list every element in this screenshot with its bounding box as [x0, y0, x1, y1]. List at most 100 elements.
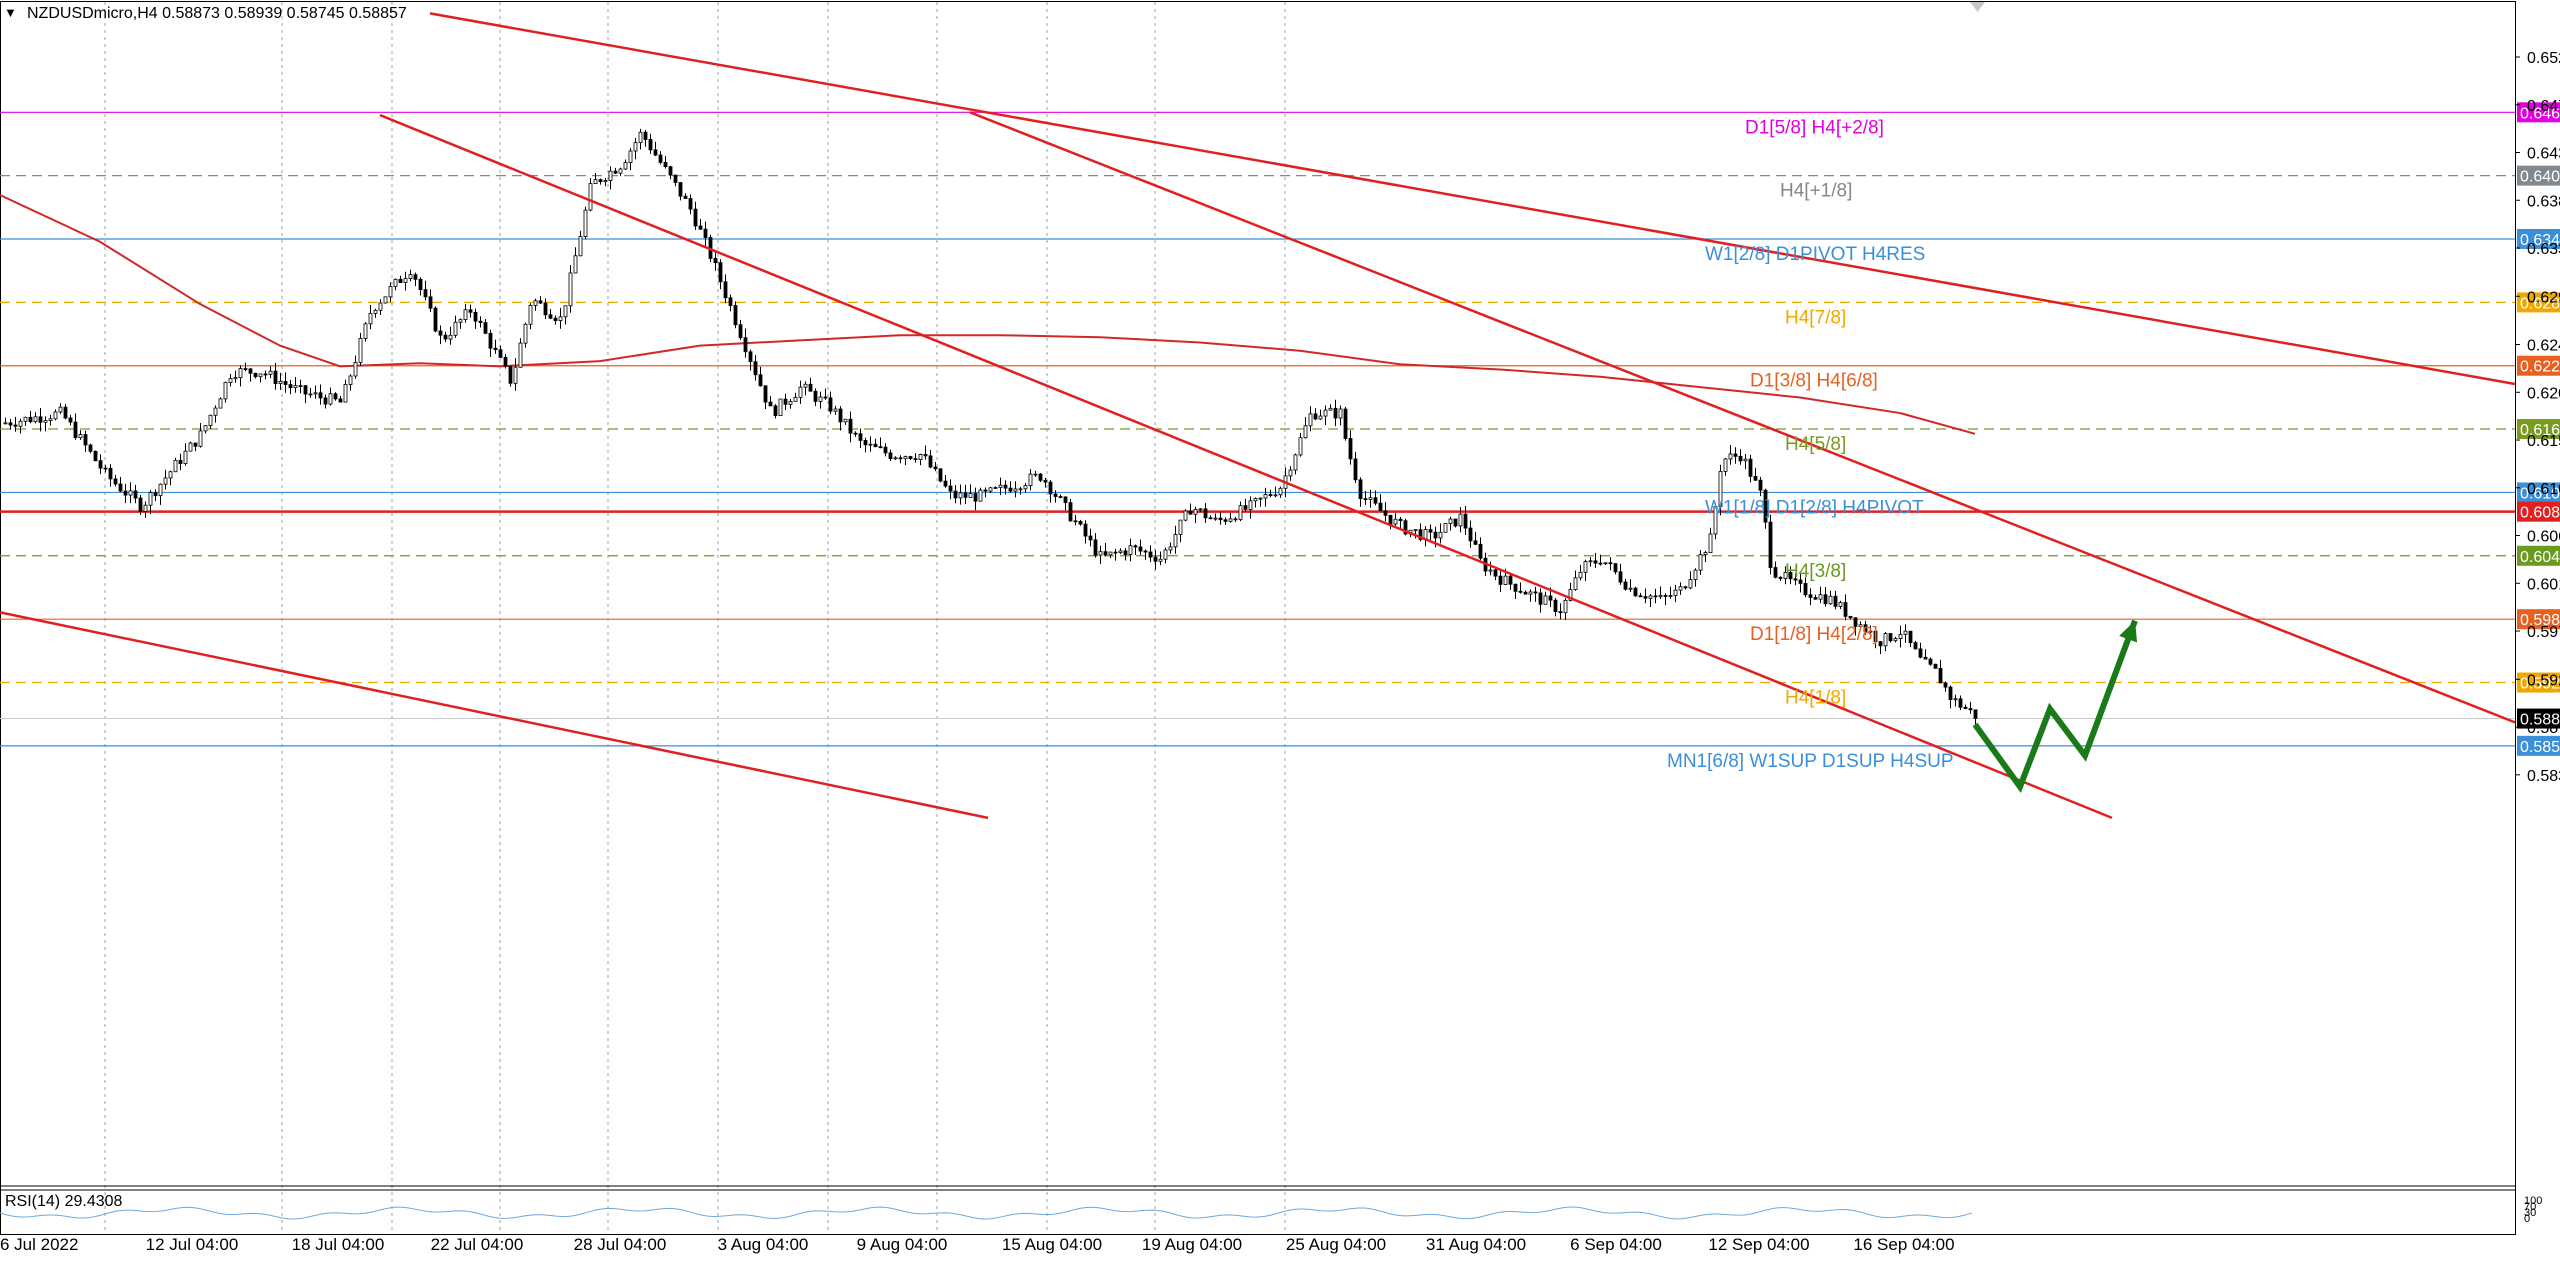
candle-body — [183, 450, 188, 464]
candle-body — [1808, 594, 1813, 598]
candle — [1213, 513, 1218, 521]
candle-body — [608, 170, 613, 181]
candle-body — [243, 368, 248, 370]
candle-body — [428, 296, 433, 309]
candle-body — [13, 424, 18, 427]
candle — [1063, 496, 1068, 511]
candle-body — [103, 467, 108, 470]
candle — [963, 484, 968, 505]
candle-body — [628, 150, 633, 163]
candle — [1618, 563, 1623, 585]
candle — [393, 278, 398, 291]
candle — [323, 394, 328, 409]
candle — [1813, 594, 1818, 600]
candle — [193, 442, 198, 452]
candle — [1348, 430, 1353, 465]
candle — [103, 465, 108, 473]
chart-header: ▼ NZDUSDmicro,H4 0.58873 0.58939 0.58745… — [4, 5, 407, 22]
candle — [983, 487, 988, 498]
candle-body — [1748, 458, 1753, 477]
candle — [473, 308, 478, 329]
candle-body — [448, 334, 453, 340]
candle-body — [118, 483, 123, 492]
candle — [1238, 501, 1243, 522]
candle — [298, 379, 303, 394]
candle-body — [1753, 476, 1758, 481]
candle — [1603, 562, 1608, 566]
level-label: W1[2/8] D1PIVOT H4RES — [1705, 244, 1925, 265]
candle-body — [1783, 571, 1788, 579]
candle-body — [1853, 617, 1858, 627]
candle-body — [413, 274, 418, 280]
time-axis-label: 9 Aug 04:00 — [857, 1235, 948, 1254]
last-price-tag — [2517, 708, 2560, 729]
trendline — [969, 111, 2516, 724]
candle — [1723, 457, 1728, 476]
candle — [168, 470, 173, 486]
price-tag-label: 0.58594 — [2520, 739, 2560, 756]
candle-body — [678, 182, 683, 197]
candle — [1513, 583, 1518, 599]
candle-body — [318, 392, 323, 399]
candle-body — [1463, 513, 1468, 529]
candle — [1563, 598, 1568, 620]
candle-body — [798, 386, 803, 398]
candle — [903, 455, 908, 466]
candle — [968, 484, 973, 498]
candle-body — [793, 396, 798, 402]
candle-body — [158, 483, 163, 497]
candle — [1913, 640, 1918, 650]
candle-body — [1293, 454, 1298, 471]
candle-body — [758, 374, 763, 387]
candle-body — [1323, 409, 1328, 417]
candle — [63, 404, 68, 420]
candle-body — [1778, 576, 1783, 579]
candle-body — [1493, 569, 1498, 577]
candle-body — [1593, 560, 1598, 564]
price-tag — [2517, 482, 2560, 503]
candle — [93, 450, 98, 462]
candle — [578, 230, 583, 257]
candle-body — [968, 493, 973, 498]
candle-body — [1943, 682, 1948, 688]
candle-body — [1448, 518, 1453, 524]
grid-layer — [0, 1, 2516, 1235]
candle-body — [1473, 540, 1478, 545]
candle-body — [718, 262, 723, 283]
candle-body — [268, 370, 273, 375]
candle — [1313, 408, 1318, 421]
candle-body — [1198, 508, 1203, 511]
time-axis-label: 16 Sep 04:00 — [1853, 1235, 1954, 1254]
candle — [1698, 549, 1703, 575]
candle-body — [783, 398, 788, 405]
candle-body — [518, 342, 523, 368]
candle-body — [133, 490, 138, 499]
candle — [923, 445, 928, 460]
candle-body — [1953, 698, 1958, 701]
candle — [1673, 584, 1678, 603]
candle — [1658, 586, 1663, 600]
trendline — [429, 12, 2516, 386]
candle-body — [1563, 599, 1568, 614]
chart-menu-icon[interactable]: ▼ — [4, 5, 17, 20]
candle-body — [1393, 518, 1398, 525]
candle — [1538, 588, 1543, 613]
candle-body — [1698, 554, 1703, 571]
candle-body — [1528, 591, 1533, 595]
candle — [198, 423, 203, 448]
candle — [978, 487, 983, 502]
candle-body — [1398, 518, 1403, 522]
level-label-layer: D1[5/8] H4[+2/8] H4[+1/8] W1[2/8] D1PIVOT … — [1667, 117, 1954, 772]
candle-body — [208, 414, 213, 426]
candle-body — [1098, 551, 1103, 556]
candle-body — [1138, 546, 1143, 552]
candle-body — [1318, 415, 1323, 420]
candle-body — [973, 493, 978, 502]
candle-body — [403, 278, 408, 283]
candle — [293, 377, 298, 393]
candle-body — [1608, 562, 1613, 565]
candle — [588, 178, 593, 212]
candle — [1783, 566, 1788, 585]
candle-body — [1188, 510, 1193, 515]
